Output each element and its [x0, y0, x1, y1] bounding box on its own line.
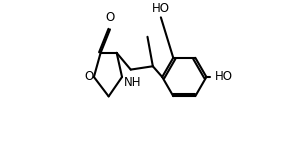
Text: O: O [85, 70, 94, 83]
Text: HO: HO [214, 70, 232, 83]
Text: O: O [105, 11, 115, 24]
Text: NH: NH [124, 77, 142, 90]
Text: HO: HO [152, 2, 170, 15]
